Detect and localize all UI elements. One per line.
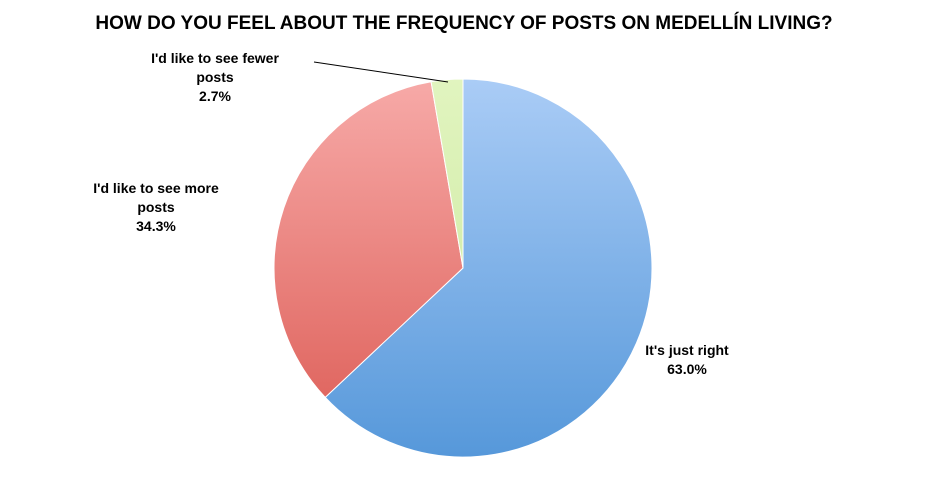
leader-line-3 [313,61,449,83]
slice-label-2-line-2: posts [137,199,175,215]
pie-slice-2 [273,81,464,399]
slice-value-2: 34.3% [136,218,176,234]
slice-label-3-line-2: posts [196,69,234,85]
pie-slice-1 [324,78,653,458]
slice-label-1-line-1: It's just right [645,342,729,358]
chart-title: HOW DO YOU FEEL ABOUT THE FREQUENCY OF P… [95,12,832,34]
slice-labels: It's just right 63.0% I'd like to see more… [93,50,729,377]
slice-label-2-line-1: I'd like to see more [93,180,219,196]
slice-value-3: 2.7% [199,88,231,104]
slice-value-1: 63.0% [667,361,707,377]
pie-slices [273,78,653,458]
pie-slice-3 [430,78,464,269]
slice-label-3-line-1: I'd like to see fewer [151,50,279,66]
